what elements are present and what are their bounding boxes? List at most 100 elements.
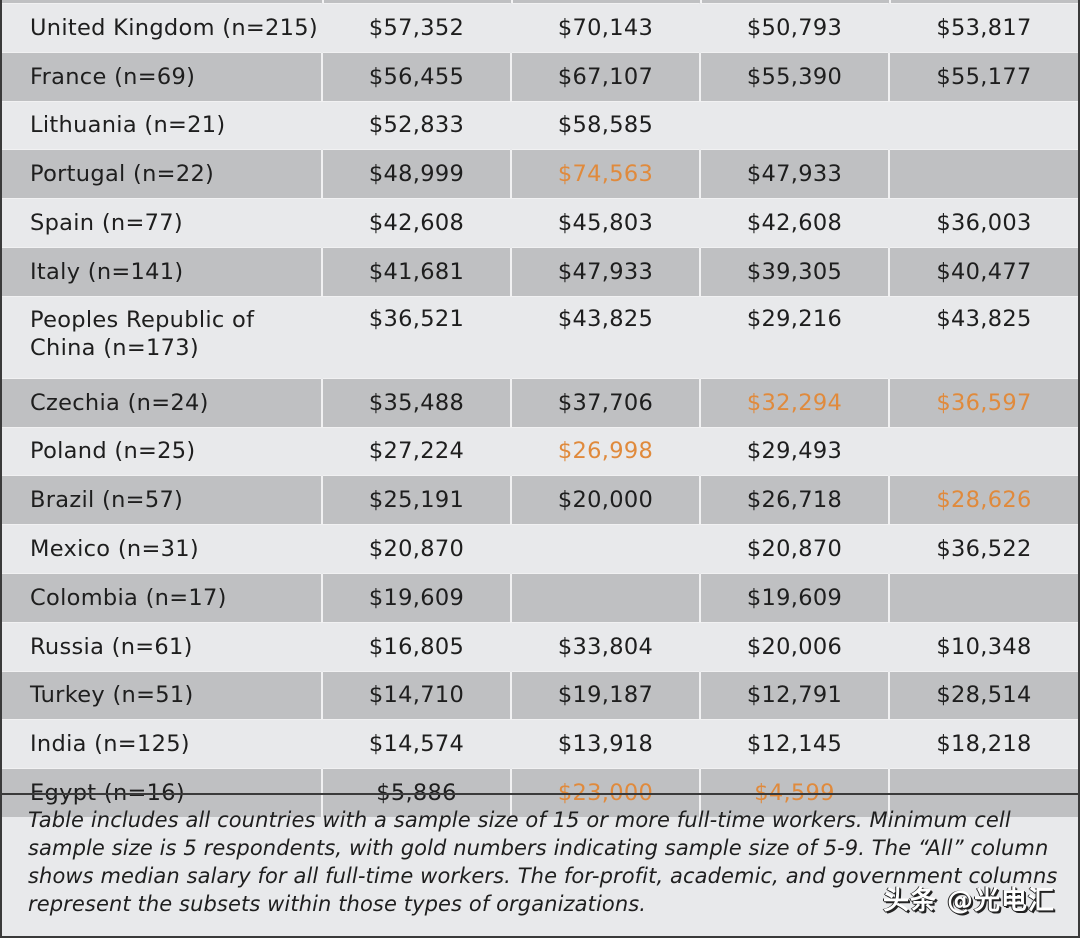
salary-cell-government: $36,003 [888, 198, 1078, 248]
country-cell: Colombia (n=17) [2, 572, 322, 623]
table-row: France (n=69) $56,455 $67,107 $55,390 $55,17… [2, 51, 1078, 102]
salary-cell-academic: $12,791 [699, 670, 889, 720]
table-row: United Kingdom (n=215) $57,352 $70,143 $50,… [2, 3, 1078, 53]
salary-cell-academic: $20,006 [699, 621, 889, 672]
country-cell: Mexico (n=31) [2, 524, 322, 574]
salary-cell-academic: $29,216 [699, 295, 889, 379]
salary-cell-for-profit [510, 572, 700, 623]
country-cell: Brazil (n=57) [2, 475, 322, 525]
salary-cell-for-profit: $33,804 [510, 621, 700, 672]
salary-cell-academic: $19,609 [699, 572, 889, 623]
salary-cell-for-profit: $45,803 [510, 198, 700, 248]
table-row: Egypt (n=16) $5,886 $23,000 $4,599 [2, 768, 1078, 817]
salary-cell-all: $56,455 [321, 51, 511, 102]
table-row: Portugal (n=22) $48,999 $74,563 $47,933 [2, 149, 1078, 199]
table-row: Lithuania (n=21) $52,833 $58,585 [2, 100, 1078, 150]
salary-cell-all: $41,681 [321, 246, 511, 297]
country-cell: Spain (n=77) [2, 198, 322, 248]
salary-cell-for-profit: $67,107 [510, 51, 700, 102]
salary-cell-all: $19,609 [321, 572, 511, 623]
table-row: Colombia (n=17) $19,609 $19,609 [2, 572, 1078, 623]
salary-cell-academic: $42,608 [699, 198, 889, 248]
country-cell: Peoples Republic of China (n=173) [2, 295, 322, 379]
country-cell: France (n=69) [2, 51, 322, 102]
salary-cell-government [888, 572, 1078, 623]
salary-cell-all: $14,574 [321, 719, 511, 769]
table-row: Turkey (n=51) $14,710 $19,187 $12,791 $28,51… [2, 670, 1078, 720]
salary-cell-all: $27,224 [321, 426, 511, 476]
salary-cell-academic: $26,718 [699, 475, 889, 525]
table-row: Italy (n=141) $41,681 $47,933 $39,305 $40,47… [2, 246, 1078, 297]
country-cell: Poland (n=25) [2, 426, 322, 476]
country-cell: Turkey (n=51) [2, 670, 322, 720]
salary-cell-all: $16,805 [321, 621, 511, 672]
salary-cell-government: $55,177 [888, 51, 1078, 102]
table-footnote: Table includes all countries with a samp… [28, 808, 1058, 916]
salary-cell-government: $53,817 [888, 3, 1078, 53]
table-row: Mexico (n=31) $20,870 $20,870 $36,522 [2, 524, 1078, 574]
salary-cell-for-profit: $37,706 [510, 377, 700, 428]
salary-cell-government: $36,597 [888, 377, 1078, 428]
salary-table: United Kingdom (n=215) $57,352 $70,143 $50,… [2, 3, 1078, 817]
table-row: Spain (n=77) $42,608 $45,803 $42,608 $36,003 [2, 198, 1078, 248]
salary-cell-for-profit: $20,000 [510, 475, 700, 525]
country-cell: India (n=125) [2, 719, 322, 769]
table-row: Czechia (n=24) $35,488 $37,706 $32,294 $36,5… [2, 377, 1078, 428]
salary-cell-academic: $47,933 [699, 149, 889, 199]
salary-cell-government [888, 426, 1078, 476]
country-cell: Portugal (n=22) [2, 149, 322, 199]
salary-cell-for-profit: $43,825 [510, 295, 700, 379]
salary-cell-all: $14,710 [321, 670, 511, 720]
salary-cell-for-profit: $47,933 [510, 246, 700, 297]
salary-cell-government: $18,218 [888, 719, 1078, 769]
salary-cell-for-profit: $13,918 [510, 719, 700, 769]
salary-cell-academic: $4,599 [699, 768, 889, 817]
country-cell: Lithuania (n=21) [2, 100, 322, 150]
country-cell: Italy (n=141) [2, 246, 322, 297]
country-cell: United Kingdom (n=215) [2, 3, 322, 53]
table-row: Russia (n=61) $16,805 $33,804 $20,006 $10,34… [2, 621, 1078, 672]
salary-cell-government [888, 100, 1078, 150]
salary-cell-all: $36,521 [321, 295, 511, 379]
salary-cell-for-profit: $70,143 [510, 3, 700, 53]
salary-cell-academic: $32,294 [699, 377, 889, 428]
salary-cell-academic: $20,870 [699, 524, 889, 574]
salary-cell-government: $40,477 [888, 246, 1078, 297]
salary-cell-academic: $55,390 [699, 51, 889, 102]
salary-cell-government: $10,348 [888, 621, 1078, 672]
salary-cell-all: $52,833 [321, 100, 511, 150]
salary-cell-academic: $12,145 [699, 719, 889, 769]
salary-cell-all: $57,352 [321, 3, 511, 53]
salary-cell-academic: $29,493 [699, 426, 889, 476]
salary-cell-for-profit: $74,563 [510, 149, 700, 199]
country-cell: Czechia (n=24) [2, 377, 322, 428]
salary-cell-all: $25,191 [321, 475, 511, 525]
salary-cell-academic: $39,305 [699, 246, 889, 297]
salary-cell-all: $20,870 [321, 524, 511, 574]
salary-cell-government [888, 768, 1078, 817]
country-cell: Egypt (n=16) [2, 768, 322, 817]
watermark: 头条 @光电汇 [883, 886, 1056, 916]
salary-cell-all: $48,999 [321, 149, 511, 199]
salary-table-body: United Kingdom (n=215) $57,352 $70,143 $50,… [2, 3, 1078, 817]
table-row: Brazil (n=57) $25,191 $20,000 $26,718 $28,62… [2, 475, 1078, 525]
salary-cell-for-profit: $26,998 [510, 426, 700, 476]
table-row: India (n=125) $14,574 $13,918 $12,145 $18,21… [2, 719, 1078, 769]
salary-cell-academic [699, 100, 889, 150]
salary-cell-all: $5,886 [321, 768, 511, 817]
country-cell: Russia (n=61) [2, 621, 322, 672]
salary-cell-government: $28,626 [888, 475, 1078, 525]
salary-cell-government: $28,514 [888, 670, 1078, 720]
salary-cell-all: $35,488 [321, 377, 511, 428]
salary-cell-for-profit: $19,187 [510, 670, 700, 720]
table-footnote-divider [0, 793, 1080, 795]
salary-cell-government: $36,522 [888, 524, 1078, 574]
previous-row-edge [2, 0, 1078, 3]
salary-cell-government [888, 149, 1078, 199]
table-row: Poland (n=25) $27,224 $26,998 $29,493 [2, 426, 1078, 476]
salary-cell-all: $42,608 [321, 198, 511, 248]
salary-cell-government: $43,825 [888, 295, 1078, 379]
table-row: Peoples Republic of China (n=173) $36,521… [2, 295, 1078, 379]
salary-cell-for-profit: $58,585 [510, 100, 700, 150]
